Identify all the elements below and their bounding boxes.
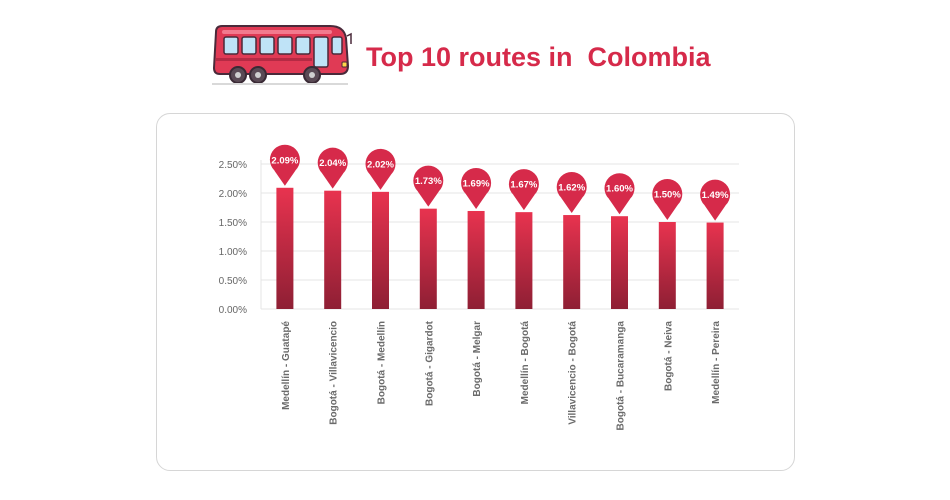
y-tick-label: 0.50% [219,276,247,287]
pin-head [413,165,444,196]
data-label: 1.49% [702,190,729,201]
data-label: 2.02% [367,159,394,170]
pin-head [508,169,539,200]
data-label-pins: 2.09% 2.04% 2.02% 1.73% 1.69% 1.67% 1.62% 1.60%… [269,144,731,221]
bus-icon [212,25,352,85]
pin-head [269,144,300,175]
pin-head [652,179,683,209]
pin-tail [274,170,296,186]
data-label-pin: 2.02% [365,148,396,190]
data-label-pin: 1.60% [604,173,635,215]
pin-tail [465,193,487,209]
x-tick-label: Bogotá - Bucaramanga [616,321,627,431]
pin-tail [370,174,391,190]
x-tick-label: Bogotá - Medellín [377,321,388,404]
pin-head [365,148,396,179]
chart-card: 0.00% 0.50% 1.00% 1.50% 2.00% 2.50% 2.09% 2.04… [156,113,795,471]
x-axis-ticks: Medellín - Guatapé Bogotá - Villavicencio… [281,320,722,430]
bar [419,208,437,309]
data-label: 1.50% [654,190,681,201]
data-label: 2.09% [271,155,298,166]
bar [515,212,533,309]
data-label-pin: 2.04% [317,147,348,189]
bar [563,215,581,309]
pin-tail [609,199,630,215]
bars [276,187,724,309]
data-label-pin: 1.69% [461,167,492,209]
x-tick-label: Medellín - Pereira [711,321,722,404]
chart-header: Top 10 routes in Colombia [208,22,768,92]
data-label-pin: 2.09% [269,144,300,186]
data-label-pin: 1.50% [652,179,683,220]
bar-chart: 0.00% 0.50% 1.00% 1.50% 2.00% 2.50% 2.09% 2.04… [219,144,739,430]
pin-tail [561,197,583,214]
x-tick-label: Medellín - Guatapé [281,321,292,410]
data-label: 1.73% [415,176,442,187]
bar [324,190,342,309]
x-tick-label: Bogotá - Villavicencio [329,321,340,425]
chart-title: Top 10 routes in Colombia [366,42,711,72]
pin-tail [513,194,535,211]
y-tick-label: 2.50% [219,160,247,171]
x-tick-label: Bogotá - Melgar [472,321,483,397]
bar [658,222,676,309]
bar [611,216,628,309]
data-label-pin: 1.67% [508,169,539,211]
pin-head [604,173,635,204]
pin-head [700,179,731,210]
x-tick-label: Medellín - Bogotá [520,321,531,405]
x-tick-label: Bogotá - Gigardot [424,320,435,406]
pin-tail [322,173,344,189]
pin-head [317,147,348,178]
y-axis-ticks: 0.00% 0.50% 1.00% 1.50% 2.00% 2.50% [219,160,247,316]
data-label: 1.60% [606,184,633,195]
pin-tail [704,205,726,221]
bar [467,210,485,309]
data-label-pin: 1.49% [700,179,731,221]
pin-head [556,172,587,203]
x-tick-label: Bogotá - Neiva [663,321,674,391]
data-label: 1.69% [463,178,490,189]
y-tick-label: 0.00% [219,305,247,316]
pin-tail [656,204,678,220]
data-label-pin: 1.73% [413,165,444,207]
bar [372,191,389,309]
pin-head [461,167,492,198]
x-tick-label: Villavicencio - Bogotá [568,321,579,425]
data-label-pin: 1.62% [556,172,587,214]
bar [276,187,294,309]
y-tick-label: 1.50% [219,218,247,229]
data-label: 2.04% [319,158,346,169]
data-label: 1.67% [510,180,537,191]
y-tick-label: 2.00% [219,189,247,200]
pin-tail [417,191,439,207]
bar [706,222,724,309]
data-label: 1.62% [558,183,585,194]
y-tick-label: 1.00% [219,247,247,258]
